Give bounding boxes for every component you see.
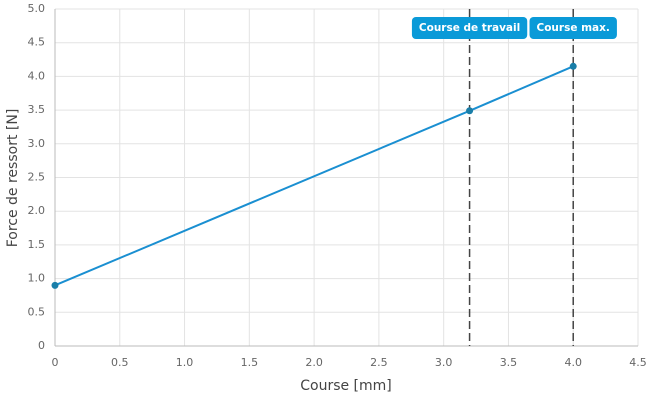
x-tick-label: 3.0 xyxy=(435,356,453,369)
y-tick-label: 2.0 xyxy=(28,204,46,217)
y-tick-label: 1.5 xyxy=(28,238,46,251)
y-tick-label: 3.5 xyxy=(28,103,46,116)
x-axis-title: Course [mm] xyxy=(300,378,392,394)
y-tick-label: 3.0 xyxy=(28,137,46,150)
x-tick-label: 2.0 xyxy=(305,356,323,369)
y-tick-label: 5.0 xyxy=(28,2,46,15)
data-point xyxy=(466,107,474,115)
y-tick-label: 1.0 xyxy=(28,272,46,285)
y-tick-label: 0.5 xyxy=(28,305,46,318)
x-tick-label: 1.0 xyxy=(176,356,194,369)
y-tick-label: 4.0 xyxy=(28,69,46,82)
data-point xyxy=(569,62,577,70)
x-tick-label: 4.0 xyxy=(564,356,582,369)
x-tick-label: 4.5 xyxy=(629,356,647,369)
y-axis-title: Force de ressort [N] xyxy=(5,109,21,248)
x-tick-label: 0.5 xyxy=(111,356,129,369)
annotation-label: Course max. xyxy=(537,22,610,34)
data-point xyxy=(51,281,59,289)
x-tick-label: 3.5 xyxy=(500,356,518,369)
x-tick-label: 2.5 xyxy=(370,356,388,369)
annotation-box xyxy=(411,17,528,39)
y-tick-label: 0 xyxy=(38,339,45,352)
y-tick-label: 2.5 xyxy=(28,171,46,184)
y-tick-label: 4.5 xyxy=(28,36,46,49)
x-tick-label: 1.5 xyxy=(241,356,259,369)
x-tick-label: 0 xyxy=(52,356,59,369)
annotation-label: Course de travail xyxy=(419,22,520,34)
annotation-box xyxy=(529,17,617,39)
